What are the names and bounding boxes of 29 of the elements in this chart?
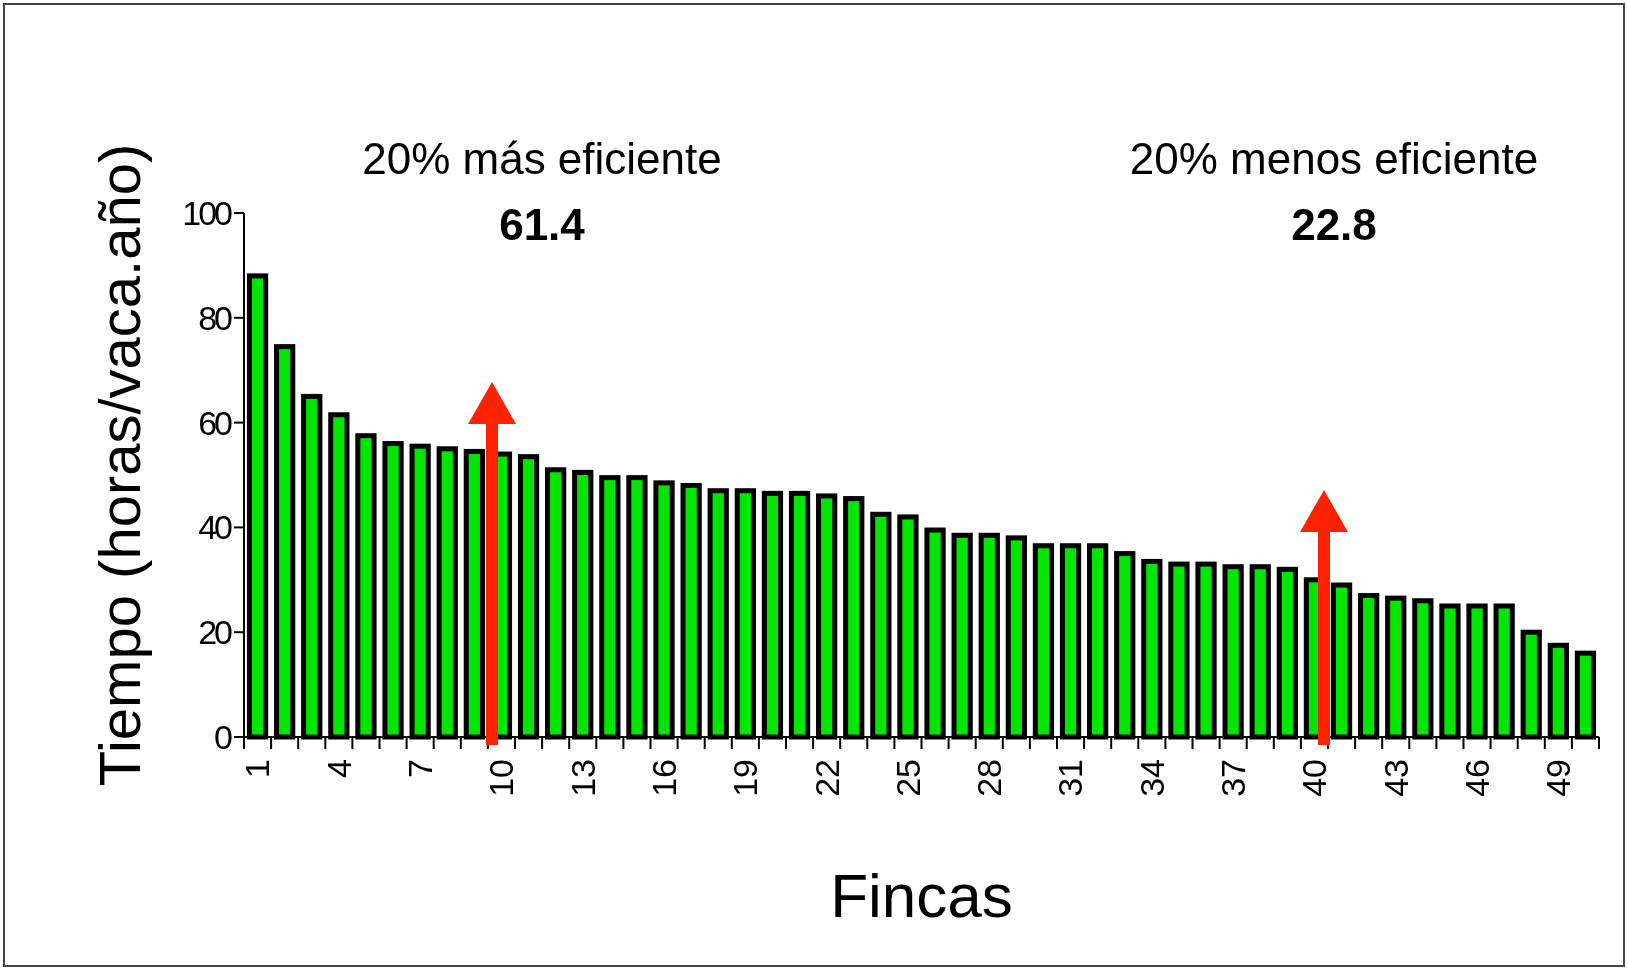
y-tick-label: 20 (198, 613, 233, 652)
x-tick-label: 7 (401, 759, 440, 778)
x-tick-label: 28 (970, 759, 1009, 797)
x-tick-label: 16 (644, 759, 683, 797)
x-tick-label: 40 (1295, 759, 1334, 797)
x-tick-label: 37 (1214, 759, 1253, 797)
text: 20% más eficiente (362, 134, 722, 183)
y-tick-label: 100 (182, 193, 233, 232)
x-tick-label: 46 (1457, 759, 1496, 797)
x-tick-label: 4 (319, 759, 358, 778)
x-tick-label: 19 (726, 759, 765, 797)
x-axis-title: Fincas (830, 861, 1013, 930)
y-tick-label: 0 (214, 717, 233, 756)
annotation: 61.4 (499, 200, 586, 249)
annotation: 22.8 (1291, 200, 1377, 249)
y-tick-label: 60 (198, 403, 233, 442)
x-tick-label: 34 (1132, 759, 1171, 797)
x-tick-label: 49 (1539, 759, 1578, 797)
x-tick-label: 1 (238, 759, 277, 778)
y-axis-title: Tiempo (horas/vaca.año) (87, 143, 152, 787)
x-tick-label: 22 (807, 759, 846, 797)
x-tick-label: 43 (1376, 759, 1415, 797)
x-tick-label: 25 (888, 759, 927, 797)
y-tick-label: 40 (198, 508, 233, 547)
x-tick-label: 10 (482, 759, 521, 797)
x-tick-label: 31 (1051, 759, 1090, 797)
x-tick-label: 13 (563, 759, 602, 797)
text: 20% menos eficiente (1129, 134, 1539, 183)
y-tick-label: 80 (198, 298, 233, 337)
